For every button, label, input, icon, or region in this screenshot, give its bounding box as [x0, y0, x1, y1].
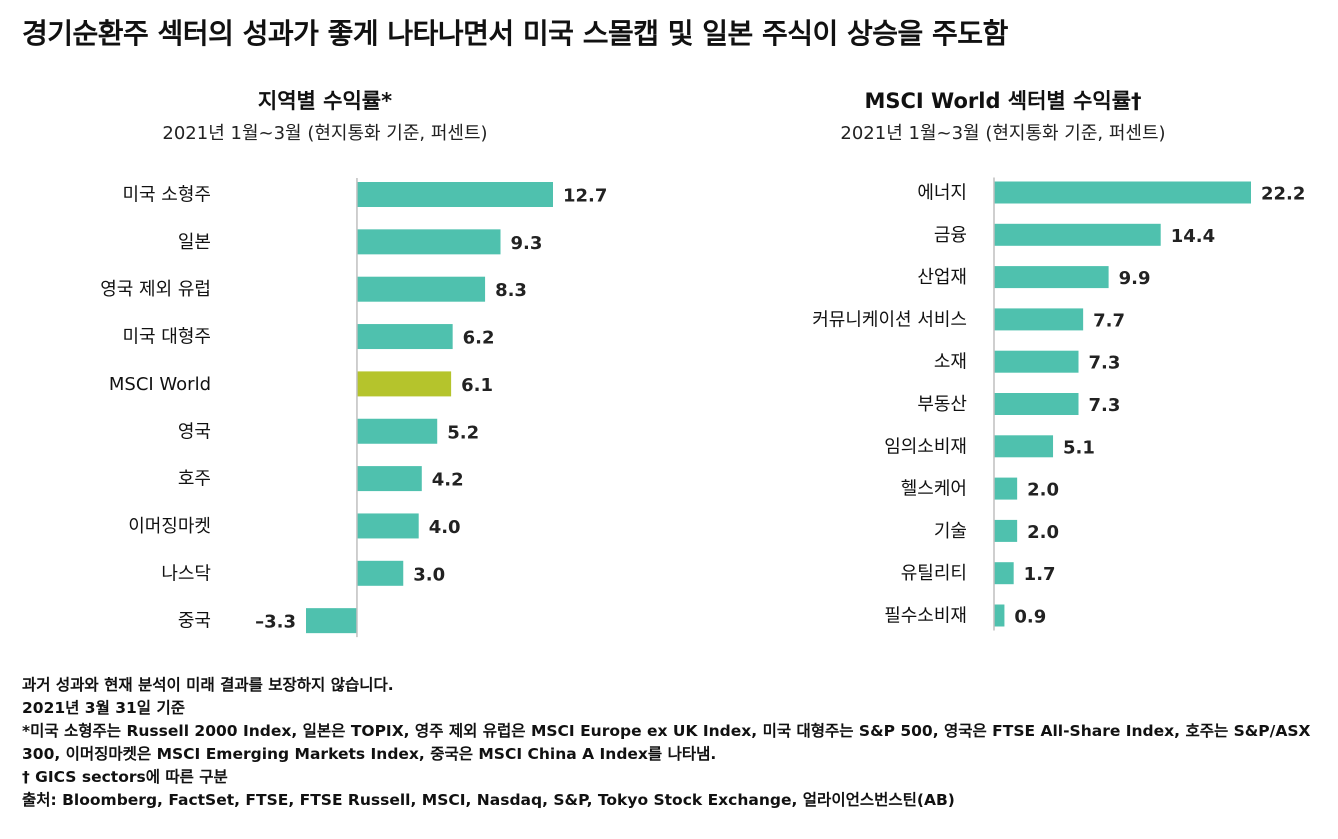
category-label: 영국 제외 유럽 — [100, 279, 211, 300]
value-label: 0.9 — [1014, 607, 1046, 628]
category-label: 영국 — [178, 421, 211, 442]
bar — [356, 324, 453, 350]
bar — [356, 466, 422, 492]
value-label: 8.3 — [495, 280, 527, 301]
bar — [356, 513, 419, 539]
category-label: 호주 — [178, 469, 211, 490]
category-label: 소재 — [934, 352, 967, 373]
bar — [994, 350, 1079, 373]
date-note: 2021년 3월 31일 기준 — [22, 699, 185, 717]
value-label: 9.9 — [1119, 268, 1151, 289]
value-label: 7.3 — [1089, 353, 1121, 374]
footnotes: 과거 성과와 현재 분석이 미래 결과를 보장하지 않습니다. 2021년 3월… — [22, 674, 1322, 812]
bar — [994, 477, 1018, 500]
bar — [356, 418, 438, 444]
category-label: 기술 — [934, 521, 967, 542]
chart-title: 지역별 수익률* — [258, 89, 392, 113]
value-label: 3.0 — [413, 564, 445, 585]
category-label: 부동산 — [917, 394, 967, 415]
bar — [994, 604, 1005, 627]
bar — [994, 266, 1109, 289]
chart-subtitle: 2021년 1월~3월 (현지통화 기준, 퍼센트) — [840, 123, 1165, 144]
index-definitions-note: *미국 소형주는 Russell 2000 Index, 일본은 TOPIX, … — [22, 722, 1311, 763]
value-label: –3.3 — [255, 612, 296, 633]
category-label: 산업재 — [917, 267, 967, 288]
value-label: 9.3 — [511, 233, 543, 254]
category-label: 유틸리티 — [901, 563, 967, 584]
bar — [356, 371, 452, 397]
category-label: 커뮤니케이션 서비스 — [812, 309, 967, 330]
category-label: 헬스케어 — [901, 479, 967, 500]
value-label: 7.7 — [1093, 310, 1125, 331]
chart-title: MSCI World 섹터별 수익률† — [864, 89, 1141, 113]
bar — [356, 182, 553, 207]
value-label: 6.2 — [463, 328, 495, 349]
category-label: 일본 — [178, 232, 211, 253]
bar — [356, 229, 501, 255]
chart-subtitle: 2021년 1월~3월 (현지통화 기준, 퍼센트) — [162, 123, 487, 144]
value-label: 2.0 — [1027, 522, 1059, 543]
category-label: 미국 소형주 — [122, 185, 211, 206]
bar — [356, 560, 404, 586]
value-label: 4.2 — [432, 470, 464, 491]
bar — [306, 608, 357, 634]
value-label: 14.4 — [1171, 226, 1215, 247]
value-label: 6.1 — [461, 375, 493, 396]
value-label: 2.0 — [1027, 480, 1059, 501]
bar — [994, 223, 1161, 246]
category-label: MSCI World — [109, 374, 211, 395]
category-label: 임의소비재 — [884, 436, 967, 457]
bar — [994, 435, 1054, 458]
value-label: 22.2 — [1261, 184, 1305, 205]
value-label: 12.7 — [563, 186, 607, 207]
source-note: 출처: Bloomberg, FactSet, FTSE, FTSE Russe… — [22, 791, 955, 809]
value-label: 1.7 — [1024, 564, 1056, 585]
value-label: 5.2 — [447, 422, 479, 443]
page-title: 경기순환주 섹터의 성과가 좋게 나타나면서 미국 스몰캡 및 일본 주식이 상… — [22, 17, 1008, 50]
value-label: 4.0 — [429, 517, 461, 538]
bar — [994, 181, 1251, 204]
category-label: 미국 대형주 — [122, 327, 211, 348]
bar — [994, 308, 1084, 331]
category-label: 이머징마켓 — [128, 516, 211, 537]
category-label: 중국 — [178, 611, 211, 632]
category-label: 에너지 — [917, 183, 967, 204]
category-label: 필수소비재 — [884, 606, 967, 627]
bar — [994, 393, 1079, 415]
category-label: 금융 — [934, 225, 967, 246]
bar — [994, 519, 1018, 542]
value-label: 5.1 — [1063, 437, 1095, 458]
value-label: 7.3 — [1089, 395, 1121, 416]
disclaimer-note: 과거 성과와 현재 분석이 미래 결과를 보장하지 않습니다. — [22, 676, 394, 694]
bar — [356, 276, 486, 302]
gics-note: † GICS sectors에 따른 구분 — [22, 768, 228, 786]
bar — [994, 562, 1014, 585]
category-label: 나스닥 — [161, 563, 211, 584]
